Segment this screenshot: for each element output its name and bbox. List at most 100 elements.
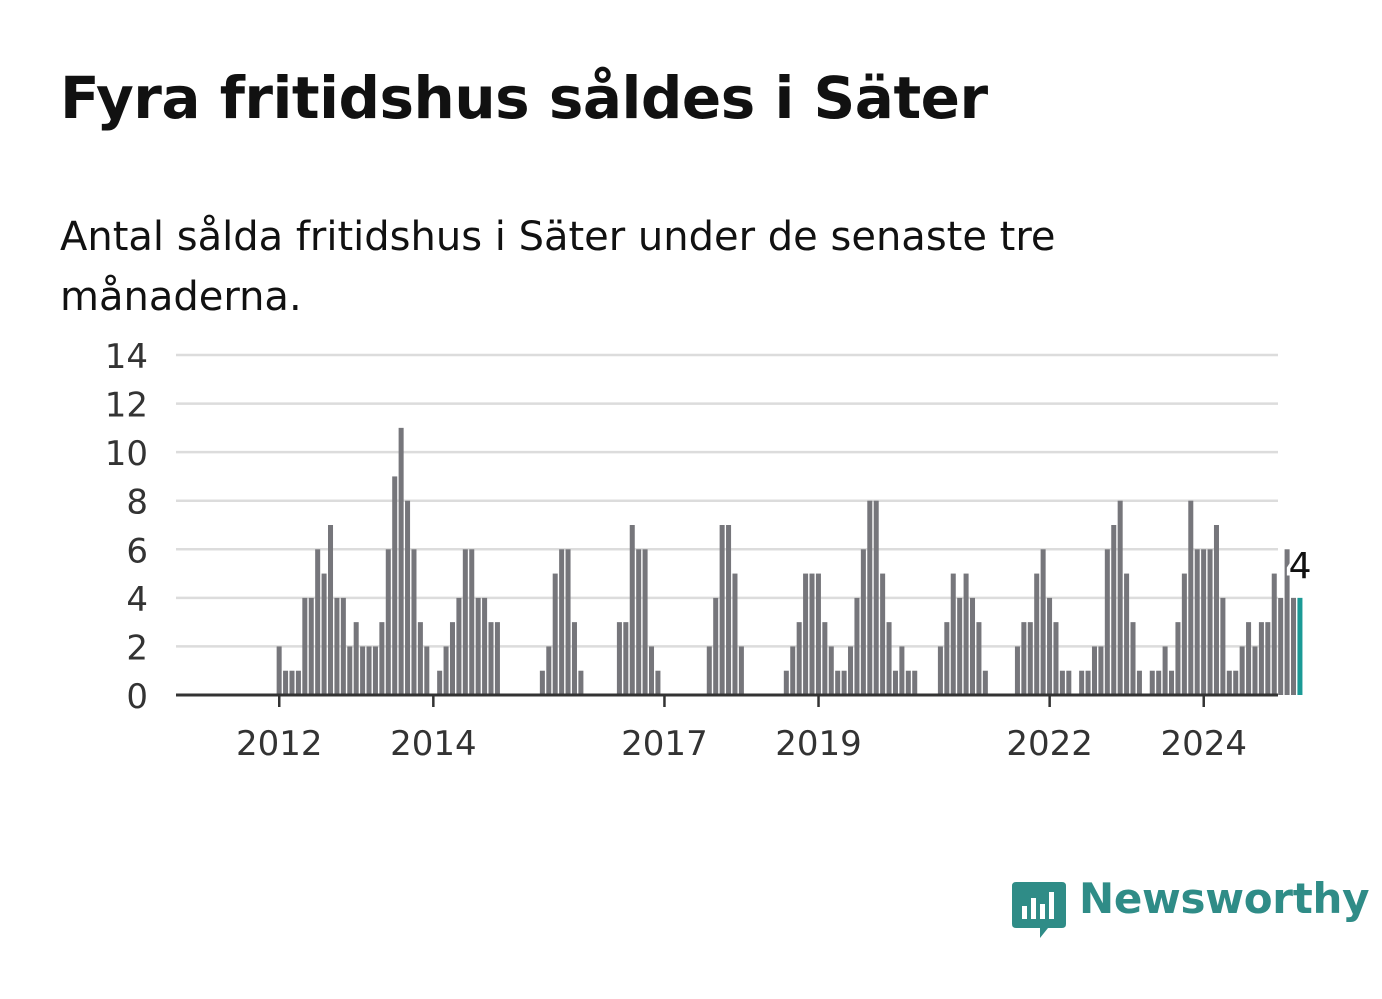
bar [392,476,398,695]
bar [937,646,943,695]
bar [860,549,866,695]
y-tick-label: 6 [126,531,148,571]
bar [828,646,834,695]
bar [706,646,712,695]
bar [1233,670,1239,695]
bar [347,646,353,695]
bar [334,597,340,695]
x-tick-label: 2017 [621,724,708,764]
bar [899,646,905,695]
chart-title: Fyra fritidshus såldes i Säter [60,64,988,132]
bar [803,573,809,695]
bar [1098,646,1104,695]
bar [1149,670,1155,695]
bar [1271,573,1277,695]
bar [1169,670,1175,695]
bar [1136,670,1142,695]
bar [636,549,642,695]
bar [796,622,802,695]
bar [1040,549,1046,695]
bar [1207,549,1213,695]
bar [880,573,886,695]
bar [571,622,577,695]
bar [912,670,918,695]
bar [1111,525,1117,695]
bar [353,622,359,695]
bar [539,670,545,695]
y-tick-label: 14 [105,337,148,377]
bar [456,597,462,695]
bar [1066,670,1072,695]
bar [854,597,860,695]
bar [488,622,494,695]
bar [1021,622,1027,695]
last-value-label: 4 [1289,546,1312,587]
bar [655,670,661,695]
bar [398,427,404,695]
bar [276,646,282,695]
bar [1239,646,1245,695]
bar [1156,670,1162,695]
bar [494,622,500,695]
bar [1201,549,1207,695]
bar [295,670,301,695]
bar [546,646,552,695]
bar [315,549,321,695]
bar [424,646,430,695]
bar [1047,597,1053,695]
y-tick-label: 2 [126,628,148,668]
bar [809,573,815,695]
bar [1258,622,1264,695]
bar [1053,622,1059,695]
y-tick-label: 8 [126,483,148,523]
bar [1079,670,1085,695]
bar [886,622,892,695]
bar [308,597,314,695]
brand-name: Newsworthy [1079,874,1370,923]
newsworthy-logo-icon [1012,882,1066,938]
bar [366,646,372,695]
bar [726,525,732,695]
bar [411,549,417,695]
bar [732,573,738,695]
bar [790,646,796,695]
bar [449,622,455,695]
bar [475,597,481,695]
y-tick-label: 10 [105,434,148,474]
bar [713,597,719,695]
bar [1175,622,1181,695]
bar [1124,573,1130,695]
bar [867,500,873,695]
bar [443,646,449,695]
bar [552,573,558,695]
bar [1188,500,1194,695]
x-tick-label: 2019 [775,724,862,764]
bar [950,573,956,695]
bar [1291,597,1297,695]
bar [848,646,854,695]
bar [1226,670,1232,695]
bar [372,646,378,695]
bar [957,597,963,695]
bar [944,622,950,695]
bar [340,597,346,695]
bar [976,622,982,695]
bar [1194,549,1200,695]
bar [783,670,789,695]
bar [1162,646,1168,695]
bar [642,549,648,695]
bar [629,525,635,695]
bar [835,670,841,695]
bar [565,549,571,695]
bar [289,670,295,695]
bar [649,646,655,695]
bar [822,622,828,695]
x-tick-label: 2014 [390,724,477,764]
bar [559,549,565,695]
bar [892,670,898,695]
bar [1246,622,1252,695]
bar [623,622,629,695]
bar [405,500,411,695]
bar [738,646,744,695]
